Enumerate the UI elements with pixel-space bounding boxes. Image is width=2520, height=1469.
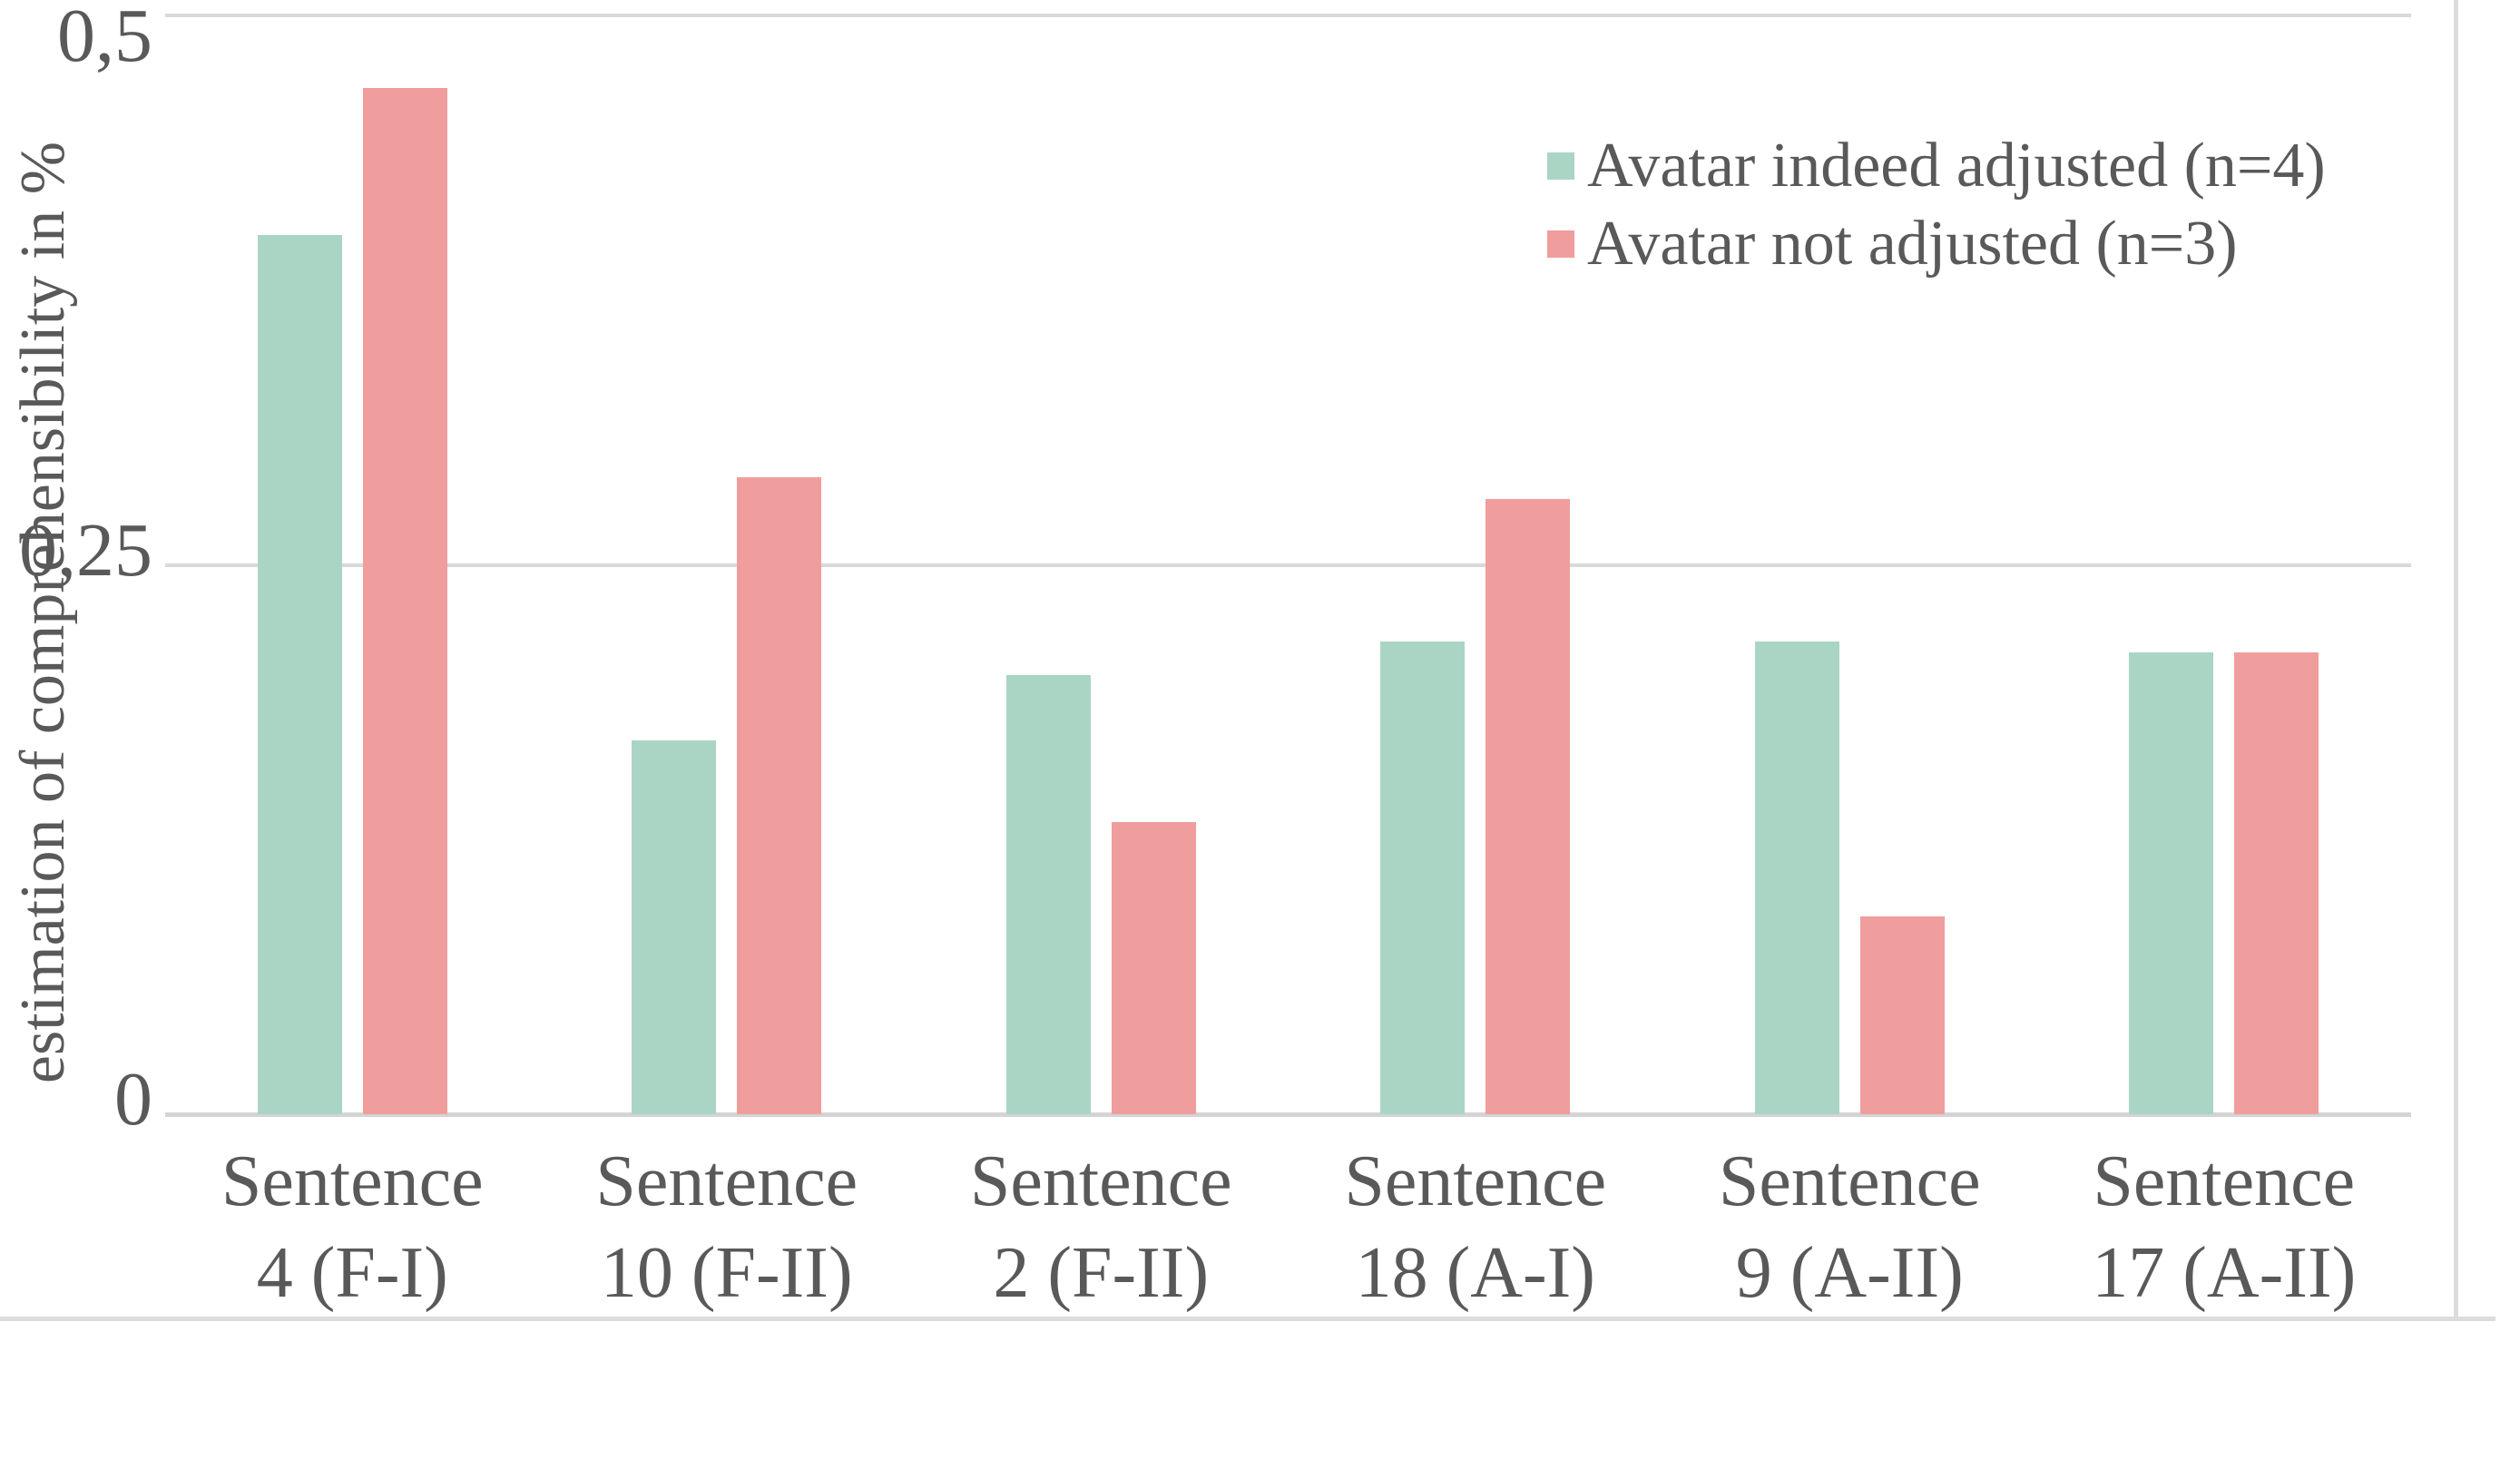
y-tick-label-0: 0	[114, 1057, 152, 1141]
frame-border-right	[2454, 0, 2458, 1320]
bar-series1-4-f-i-	[257, 235, 342, 1114]
bar-series2-4-f-i-	[362, 87, 447, 1114]
legend-label-not-adjusted: Avatar not adjusted (n=3)	[1587, 209, 2238, 279]
x-axis-label-9-a-ii-: Sentence 9 (A-II)	[1718, 1141, 1981, 1313]
legend-marker-adjusted-icon	[1547, 152, 1574, 180]
y-tick-label-0,25: 0,25	[19, 507, 152, 592]
legend-label-adjusted: Avatar indeed adjusted (n=4)	[1587, 131, 2326, 201]
bar-series2-10-f-ii-	[737, 476, 822, 1114]
bar-series2-2-f-ii-	[1111, 821, 1196, 1114]
legend: Avatar indeed adjusted (n=4) Avatar not …	[1547, 127, 2326, 283]
frame-border-bottom	[0, 1317, 2495, 1321]
y-tick-label-0,5: 0,5	[57, 0, 152, 78]
bar-series2-9-a-ii-	[1859, 916, 1945, 1114]
bar-series1-2-f-ii-	[1005, 674, 1091, 1114]
bar-series1-9-a-ii-	[1754, 641, 1839, 1114]
legend-item-adjusted: Avatar indeed adjusted (n=4)	[1547, 127, 2326, 205]
x-axis-label-4-f-i-: Sentence 4 (F-I)	[221, 1141, 484, 1313]
gridline-0,5	[165, 14, 2411, 17]
x-axis-label-2-f-ii-: Sentence 2 (F-II)	[969, 1141, 1232, 1313]
x-axis-label-17-a-ii-: Sentence 17 (A-II)	[2092, 1141, 2357, 1313]
x-axis-label-18-a-i-: Sentence 18 (A-I)	[1344, 1141, 1607, 1313]
legend-marker-not-adjusted-icon	[1547, 230, 1574, 258]
x-axis-line	[165, 1112, 2411, 1117]
x-axis-label-10-f-ii-: Sentence 10 (F-II)	[595, 1141, 858, 1313]
bar-series1-18-a-i-	[1380, 641, 1466, 1114]
gridline-0,25	[165, 563, 2411, 567]
bar-series1-17-a-ii-	[2129, 652, 2214, 1114]
legend-item-not-adjusted: Avatar not adjusted (n=3)	[1547, 205, 2326, 283]
y-axis-title: estimation of comprehensibility in %	[8, 141, 78, 1084]
bar-series2-17-a-ii-	[2234, 652, 2319, 1114]
bar-series2-18-a-i-	[1486, 498, 1571, 1114]
bar-series1-10-f-ii-	[632, 740, 717, 1114]
